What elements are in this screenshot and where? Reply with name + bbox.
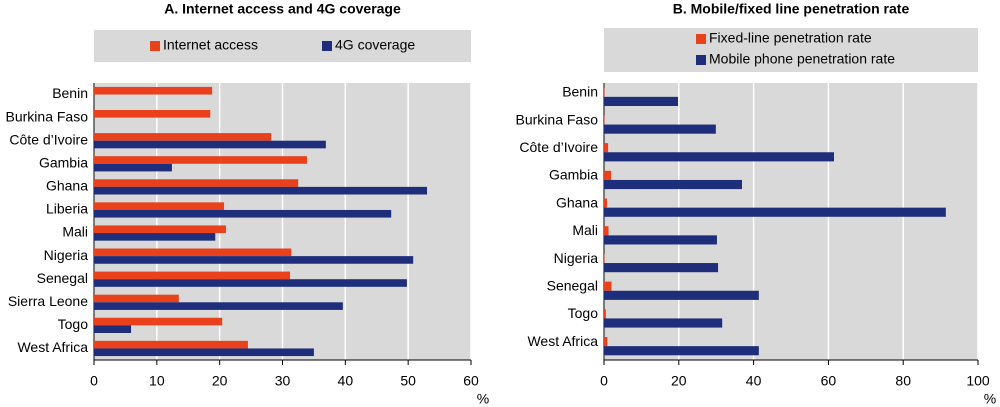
chart-title: A. Internet access and 4G coverage: [164, 1, 401, 17]
x-tick-label: 20: [212, 373, 228, 389]
bar: [604, 290, 759, 300]
x-tick-label: 80: [895, 373, 911, 389]
y-tick-label: Gambia: [39, 154, 88, 170]
y-tick-label: Senegal: [547, 277, 598, 293]
y-tick-label: Mali: [62, 224, 88, 240]
bar: [94, 140, 326, 149]
y-tick-label: Ghana: [46, 178, 88, 194]
x-tick-label: 50: [400, 373, 416, 389]
bar: [94, 294, 179, 303]
x-tick-label: 40: [746, 373, 762, 389]
bar: [94, 202, 225, 210]
x-tick-label: 100: [966, 373, 990, 389]
bar: [94, 302, 343, 310]
bar: [94, 271, 291, 280]
bar: [604, 281, 612, 291]
bar: [604, 152, 835, 162]
bar: [604, 143, 609, 153]
bar: [94, 225, 226, 234]
x-tick-label: 40: [338, 373, 354, 389]
y-tick-label: West Africa: [17, 339, 88, 355]
bar: [604, 235, 717, 245]
y-tick-label: Togo: [58, 316, 89, 332]
bar: [94, 279, 407, 287]
x-tick-label: 0: [90, 373, 98, 389]
x-tick-label: 0: [600, 373, 608, 389]
y-tick-label: Côte d’Ivoire: [9, 131, 88, 147]
bar: [604, 346, 759, 356]
y-tick-label: West Africa: [527, 333, 598, 349]
bar: [604, 226, 609, 236]
y-tick-label: Mali: [572, 222, 598, 238]
bar: [94, 317, 223, 326]
legend-swatch: [322, 41, 332, 51]
y-tick-label: Nigeria: [44, 247, 89, 263]
bar: [604, 318, 723, 328]
bar: [94, 348, 314, 357]
x-tick-label: 60: [463, 373, 479, 389]
x-axis-label: %: [984, 391, 996, 407]
bar: [94, 110, 211, 118]
bar: [94, 209, 392, 218]
legend-label: Fixed-line penetration rate: [709, 30, 872, 46]
bar: [604, 124, 716, 134]
legend-label: 4G coverage: [335, 37, 415, 53]
legend-label: Internet access: [163, 37, 258, 53]
bar: [604, 96, 679, 106]
legend-swatch: [696, 55, 706, 65]
y-tick-label: Sierra Leone: [8, 293, 88, 309]
bar: [604, 170, 612, 180]
bar: [94, 156, 308, 164]
bar: [604, 207, 946, 217]
y-tick-label: Senegal: [37, 270, 88, 286]
bar: [94, 179, 299, 187]
y-tick-label: Benin: [52, 85, 88, 101]
bar: [604, 179, 743, 190]
bar: [604, 263, 719, 273]
bar: [94, 256, 414, 264]
bar: [94, 325, 132, 333]
y-tick-label: Ghana: [556, 194, 598, 210]
bar: [94, 340, 248, 349]
bar: [94, 86, 213, 95]
legend-swatch: [696, 34, 706, 44]
y-tick-label: Gambia: [549, 167, 598, 183]
bar: [94, 186, 428, 195]
x-tick-label: 30: [275, 373, 291, 389]
x-axis-label: %: [477, 391, 489, 407]
y-tick-label: Burkina Faso: [6, 108, 89, 124]
y-tick-label: Burkina Faso: [516, 111, 599, 127]
y-tick-label: Côte d’Ivoire: [519, 139, 598, 155]
y-tick-label: Benin: [562, 84, 598, 100]
bar: [604, 198, 607, 208]
bar: [94, 248, 292, 257]
bar: [604, 309, 606, 319]
bar: [94, 163, 172, 172]
x-tick-label: 20: [671, 373, 687, 389]
legend-box: [604, 28, 978, 72]
chart-title: B. Mobile/fixed line penetration rate: [673, 1, 910, 17]
y-tick-label: Nigeria: [554, 250, 599, 266]
bar: [94, 233, 216, 241]
bar: [604, 337, 608, 347]
y-tick-label: Liberia: [46, 201, 88, 217]
legend-label: Mobile phone penetration rate: [709, 51, 895, 67]
bar: [94, 133, 272, 141]
x-tick-label: 10: [149, 373, 165, 389]
x-tick-label: 60: [821, 373, 837, 389]
y-tick-label: Togo: [568, 305, 599, 321]
legend-swatch: [150, 41, 160, 51]
